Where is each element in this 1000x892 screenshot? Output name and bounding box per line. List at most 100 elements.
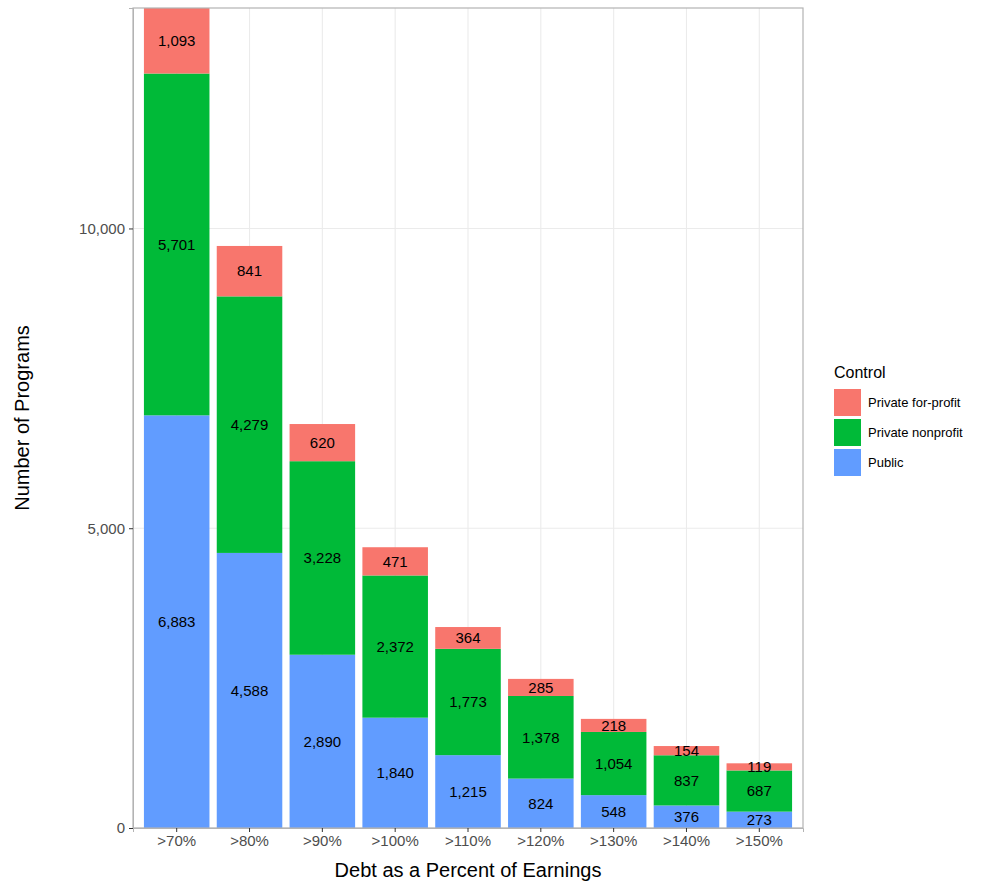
x-axis-title: Debt as a Percent of Earnings [335, 859, 602, 881]
tick-mark [129, 528, 133, 529]
chart: 6,883 4,588 2,890 1,840 1,215 824 548 376 273 5,7… [0, 0, 1000, 892]
tick-label: >120% [517, 832, 564, 849]
bar [435, 649, 501, 755]
tick-label: >80% [230, 832, 269, 849]
bar [727, 812, 793, 828]
tick-label: >70% [157, 832, 196, 849]
data-label: 3,228 [304, 549, 342, 566]
data-label: 687 [747, 782, 772, 799]
tick-label: >90% [303, 832, 342, 849]
bar [727, 770, 793, 811]
data-label: 273 [747, 811, 772, 828]
data-label: 837 [674, 772, 699, 789]
tick-mark [129, 228, 133, 229]
data-label: 841 [237, 262, 262, 279]
data-label: 548 [601, 803, 626, 820]
data-label: 471 [383, 553, 408, 570]
grid-line [686, 8, 687, 828]
data-label: 2,372 [376, 638, 414, 655]
data-label: 1,378 [522, 729, 560, 746]
data-label: 4,279 [231, 416, 269, 433]
data-label: 5,701 [158, 236, 196, 253]
tick-label: >100% [372, 832, 419, 849]
tick-label: >140% [663, 832, 710, 849]
x-axis: >70% >80% >90% >100% >110% >120% >130% >140% >15… [134, 828, 804, 849]
bar [144, 415, 210, 828]
tick-label: 5,000 [87, 520, 125, 537]
grid-line [759, 8, 760, 828]
tick: >80% [230, 828, 269, 849]
tick: >70% [157, 828, 196, 849]
bar [581, 732, 647, 795]
tick-label: 0 [117, 819, 125, 836]
data-label: 620 [310, 434, 335, 451]
legend-label: Private for-profit [868, 395, 961, 410]
data-label: 119 [747, 758, 771, 775]
bar [508, 779, 574, 828]
tick: >140% [663, 828, 710, 849]
legend-title: Control [834, 364, 886, 381]
bars [144, 8, 792, 828]
tick-label: >130% [590, 832, 637, 849]
bar [362, 547, 428, 575]
legend: Control Private for-profit Private nonprof… [834, 364, 963, 476]
tick: 5,000 [87, 520, 133, 537]
bar [362, 575, 428, 717]
tick: >130% [590, 828, 637, 849]
tick: >90% [303, 828, 342, 849]
plot-background [133, 8, 803, 828]
tick: 10,000 [79, 220, 133, 237]
tick: >120% [517, 828, 564, 849]
tick: 0 [117, 819, 133, 836]
bar [290, 461, 356, 655]
grid-line [613, 8, 614, 828]
tick-label: 10,000 [79, 220, 125, 237]
bar [290, 655, 356, 828]
grid [133, 8, 803, 828]
data-label: 6,883 [158, 613, 196, 630]
bar [581, 795, 647, 828]
data-label: 1,215 [449, 783, 487, 800]
bar [654, 755, 720, 805]
tick: >100% [372, 828, 419, 849]
data-label: 376 [674, 808, 699, 825]
y-axis-title: Number of Programs [11, 325, 33, 511]
data-label: 154 [674, 742, 699, 759]
bar [508, 679, 574, 696]
legend-label: Public [868, 455, 904, 470]
data-label: 4,588 [231, 682, 269, 699]
data-label: 2,890 [304, 733, 342, 750]
data-label: 1,093 [158, 32, 196, 49]
tick-mark [129, 828, 133, 829]
tick-label: >150% [736, 832, 783, 849]
bar [435, 755, 501, 828]
plot-frame [133, 8, 803, 828]
bar [217, 553, 283, 828]
data-label: 285 [528, 679, 553, 696]
legend-label: Private nonprofit [868, 425, 963, 440]
data-label: 1,840 [376, 764, 414, 781]
data-label: 1,054 [595, 755, 633, 772]
data-label: 218 [601, 717, 626, 734]
tick: >110% [445, 828, 491, 849]
bar [217, 296, 283, 553]
tick-label: >110% [445, 832, 491, 849]
bar [508, 696, 574, 779]
bar [654, 805, 720, 828]
legend-key [834, 389, 861, 416]
bar [435, 627, 501, 649]
bar [144, 74, 210, 416]
bar [217, 246, 283, 296]
axis-line [129, 9, 134, 829]
legend-key [834, 449, 861, 476]
legend-key [834, 419, 861, 446]
bar [144, 8, 210, 74]
tick: >150% [736, 828, 783, 849]
data-labels: 6,883 4,588 2,890 1,840 1,215 824 548 376 273 5,7… [158, 32, 772, 828]
data-label: 824 [528, 795, 553, 812]
data-label: 364 [455, 629, 480, 646]
bar [290, 424, 356, 461]
y-axis: 0 5,000 10,000 [79, 9, 133, 837]
data-label: 1,773 [449, 693, 487, 710]
bar [362, 718, 428, 828]
